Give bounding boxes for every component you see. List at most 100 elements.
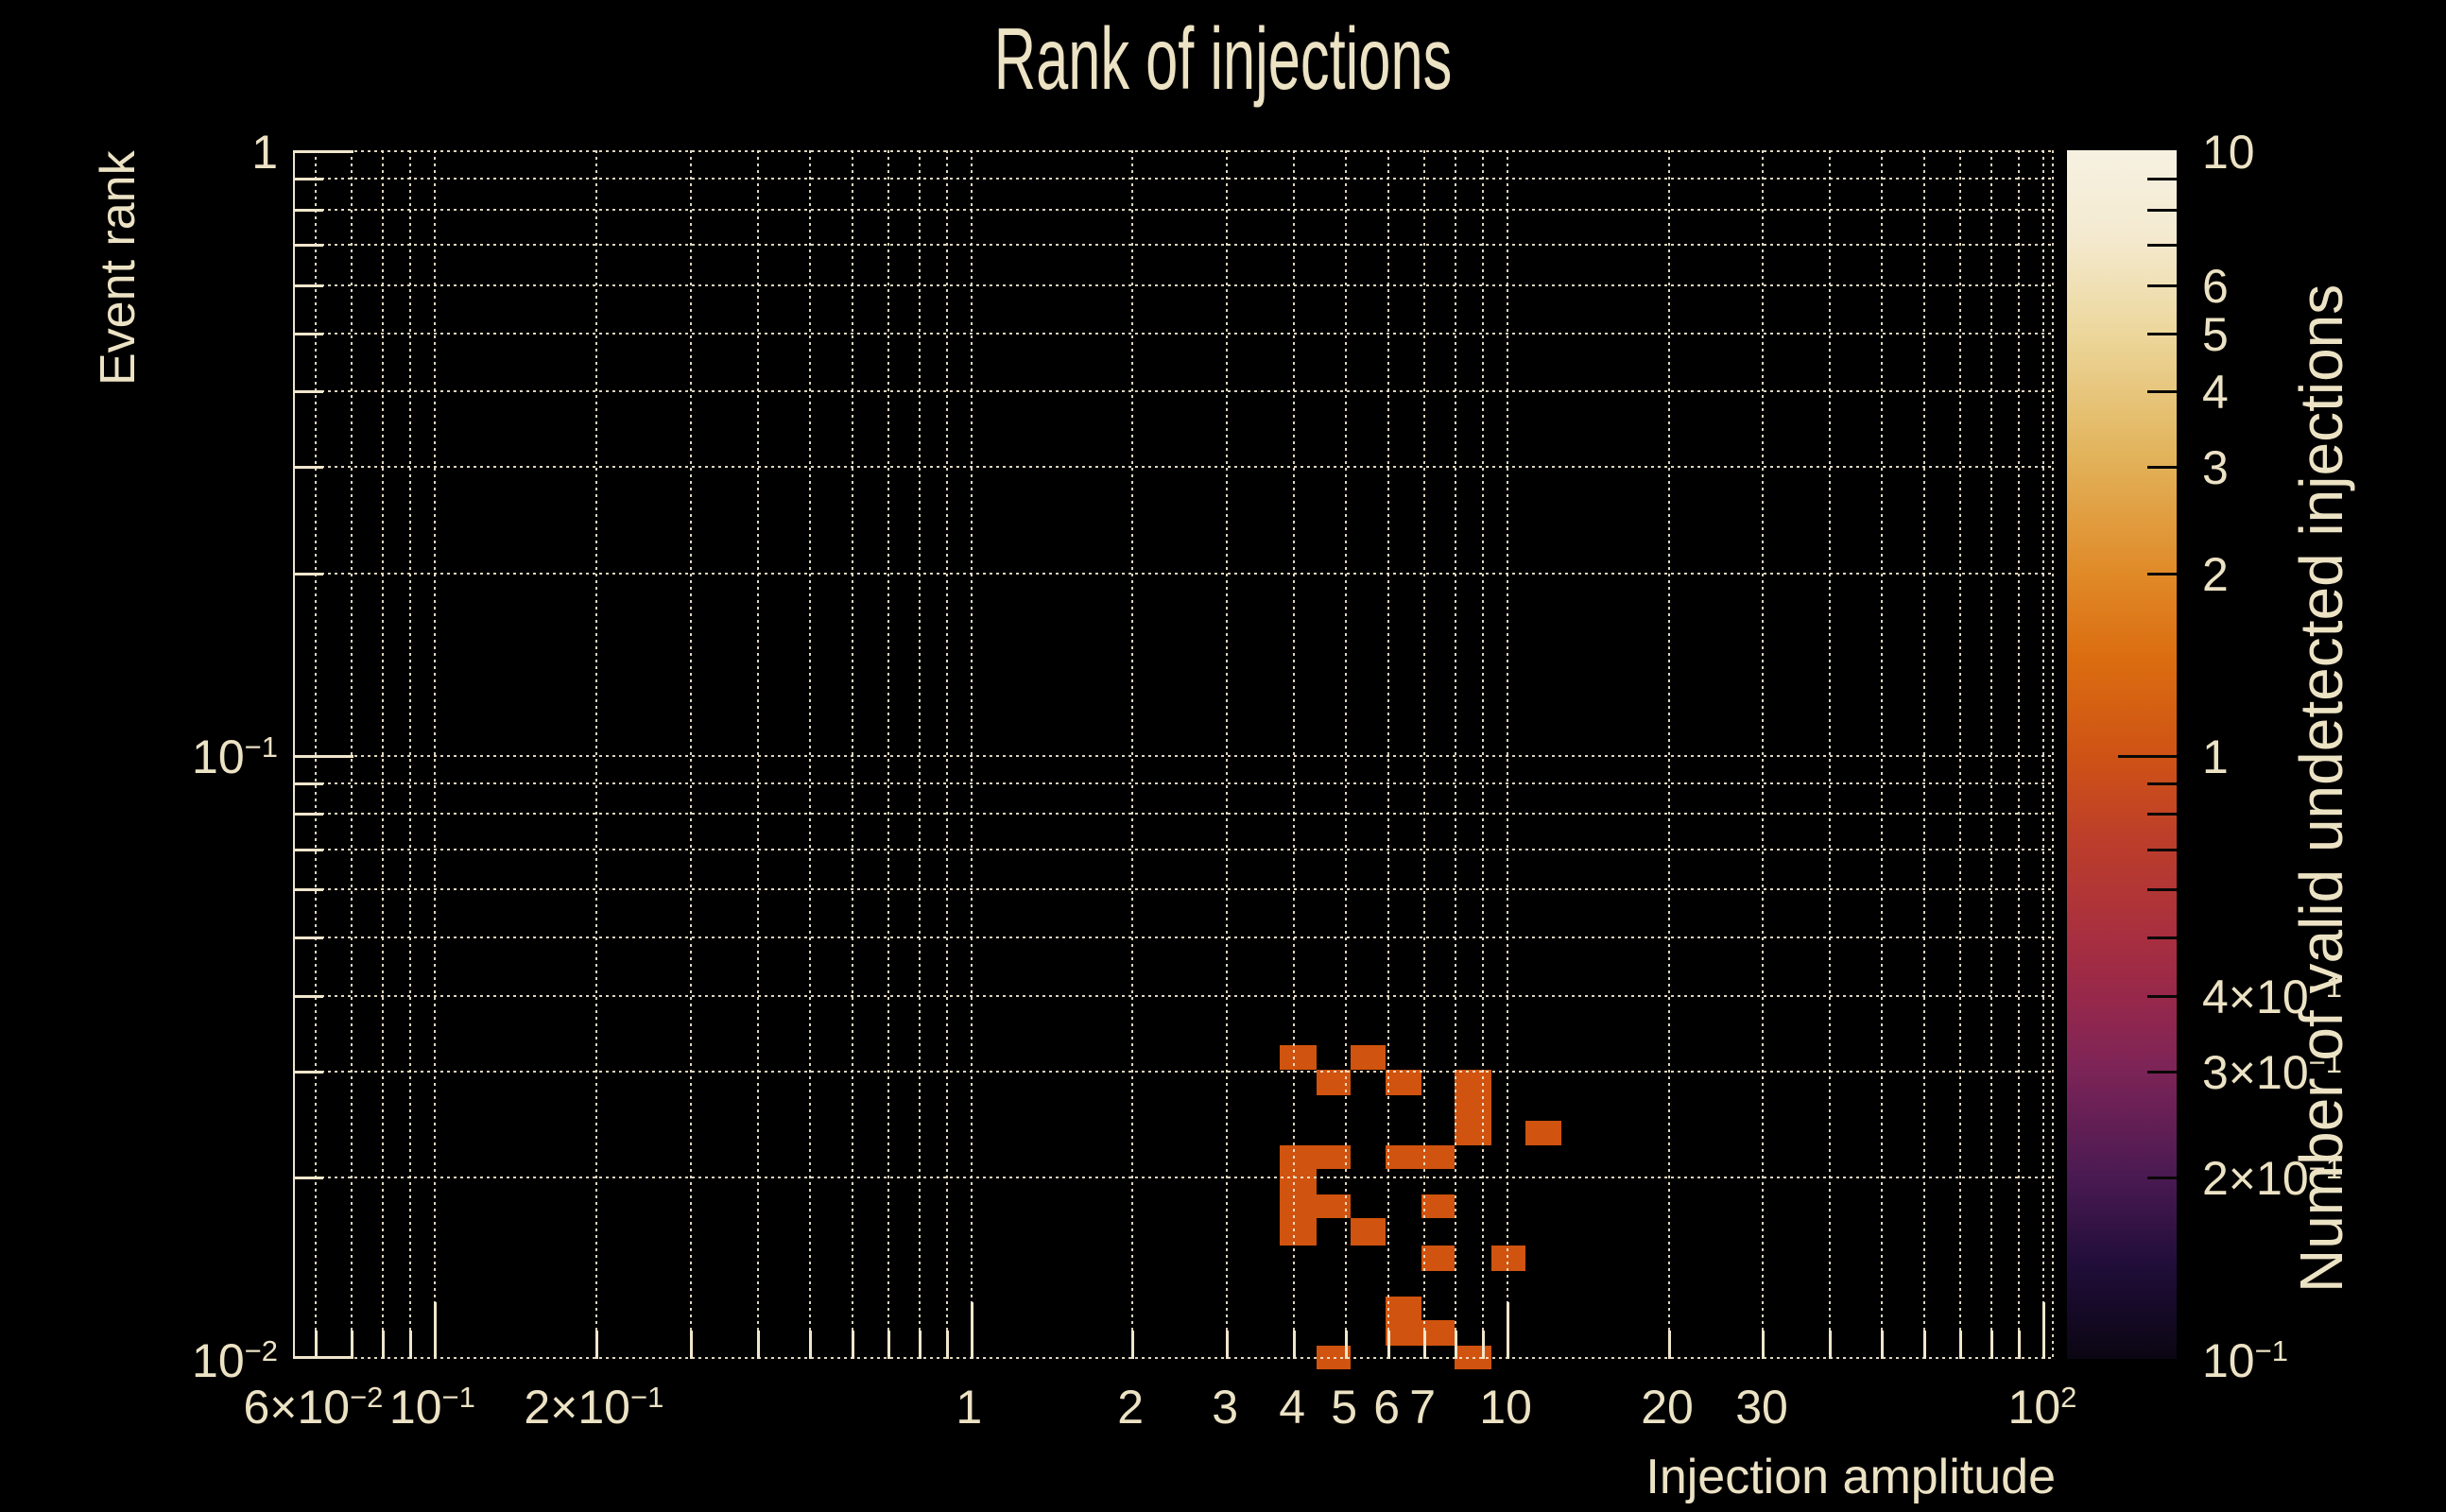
heat-cell [1385, 1144, 1421, 1170]
y-tick [295, 936, 323, 939]
x-tick-label: 10−1 [388, 1381, 475, 1435]
y-gridline [295, 754, 2054, 757]
colorbar-tick [2147, 994, 2177, 998]
y-gridline [295, 284, 2054, 286]
x-tick-label: 2×10−1 [524, 1381, 664, 1435]
x-tick-label: 1 [956, 1381, 983, 1434]
y-tick [295, 754, 353, 758]
colorbar-tick [2147, 466, 2177, 470]
x-tick [1506, 1302, 1509, 1359]
y-gridline [295, 332, 2054, 335]
colorbar-tick-label: 10−1 [2202, 1334, 2288, 1388]
x-tick-label: 7 [1409, 1381, 1437, 1434]
heat-cell [1385, 1319, 1421, 1347]
colorbar-tick [2118, 754, 2177, 758]
x-tick [1131, 1331, 1135, 1359]
colorbar-tick [2147, 178, 2177, 181]
heat-cell [1421, 1194, 1455, 1218]
x-tick-label: 6 [1373, 1381, 1401, 1434]
y-tick [295, 572, 323, 576]
heat-cell [1421, 1246, 1455, 1271]
x-tick [851, 1331, 854, 1359]
y-tick [295, 994, 323, 998]
y-tick [295, 888, 323, 892]
heat-cell [1350, 1045, 1386, 1070]
colorbar-tick [2147, 782, 2177, 785]
y-gridline [295, 994, 2054, 997]
x-tick [315, 1331, 319, 1359]
y-gridline [295, 848, 2054, 850]
y-tick [295, 1070, 323, 1074]
heat-cell [1385, 1296, 1421, 1320]
heat-cell [1280, 1194, 1318, 1218]
x-tick [1923, 1331, 1927, 1359]
y-gridline [295, 936, 2054, 938]
x-tick [382, 1331, 386, 1359]
x-tick [1454, 1331, 1457, 1359]
x-tick [689, 1331, 693, 1359]
x-tick [1959, 1331, 1963, 1359]
heat-cell [1350, 1217, 1386, 1246]
x-tick-label: 102 [2007, 1381, 2077, 1435]
y-gridline [295, 782, 2054, 784]
x-tick-label: 5 [1331, 1381, 1358, 1434]
x-tick [918, 1331, 922, 1359]
heat-cell [1317, 1194, 1351, 1218]
x-tick [1667, 1331, 1671, 1359]
y-tick-label: 1 [251, 126, 278, 179]
y-gridline [295, 572, 2054, 575]
y-tick-label: 10−1 [192, 730, 278, 783]
x-tick [1481, 1331, 1485, 1359]
colorbar-tick [2147, 284, 2177, 287]
heat-cell [1317, 1144, 1351, 1170]
heat-cell [1280, 1217, 1318, 1246]
colorbar [2067, 150, 2177, 1359]
x-tick-label: 3 [1212, 1381, 1239, 1434]
x-tick [2041, 1302, 2045, 1359]
colorbar-tick [2147, 848, 2177, 851]
x-tick [1881, 1331, 1885, 1359]
x-axis-title: Injection amplitude [1645, 1450, 2056, 1504]
y-tick [295, 332, 323, 335]
x-tick [970, 1302, 973, 1359]
y-tick [295, 466, 323, 470]
x-tick [1990, 1331, 1993, 1359]
colorbar-tick [2147, 1177, 2177, 1180]
colorbar-tick [2147, 888, 2177, 892]
x-tick [595, 1331, 599, 1359]
y-gridline [295, 178, 2054, 180]
x-tick [1344, 1331, 1348, 1359]
x-tick [434, 1302, 438, 1359]
y-gridline [295, 244, 2054, 247]
x-tick [1762, 1331, 1766, 1359]
y-gridline [295, 813, 2054, 816]
x-tick [1422, 1331, 1426, 1359]
y-tick [295, 390, 323, 394]
x-tick [945, 1331, 949, 1359]
x-tick-label: 2 [1117, 1381, 1145, 1434]
x-tick-label: 20 [1641, 1381, 1694, 1434]
colorbar-tick [2147, 936, 2177, 939]
colorbar-tick [2147, 572, 2177, 576]
heat-cell [1421, 1319, 1455, 1347]
y-tick [295, 178, 323, 181]
y-tick [295, 284, 323, 287]
y-tick [295, 150, 353, 153]
y-gridline [295, 1070, 2054, 1073]
heat-cell [1280, 1144, 1318, 1170]
y-tick [295, 1177, 323, 1180]
y-tick [295, 848, 323, 851]
y-gridline [295, 888, 2054, 891]
heat-cell [1454, 1120, 1491, 1145]
x-tick [808, 1331, 812, 1359]
y-tick [295, 1356, 353, 1360]
x-tick [1829, 1331, 1833, 1359]
y-gridline [295, 390, 2054, 393]
y-axis-title: Event rank [91, 150, 146, 386]
colorbar-tick-label: 10 [2202, 126, 2255, 179]
heat-cell [1454, 1095, 1491, 1121]
heat-cell [1454, 1069, 1491, 1096]
colorbar-title: Number of valid undetected injections [2287, 284, 2355, 1293]
y-gridline [295, 466, 2054, 469]
